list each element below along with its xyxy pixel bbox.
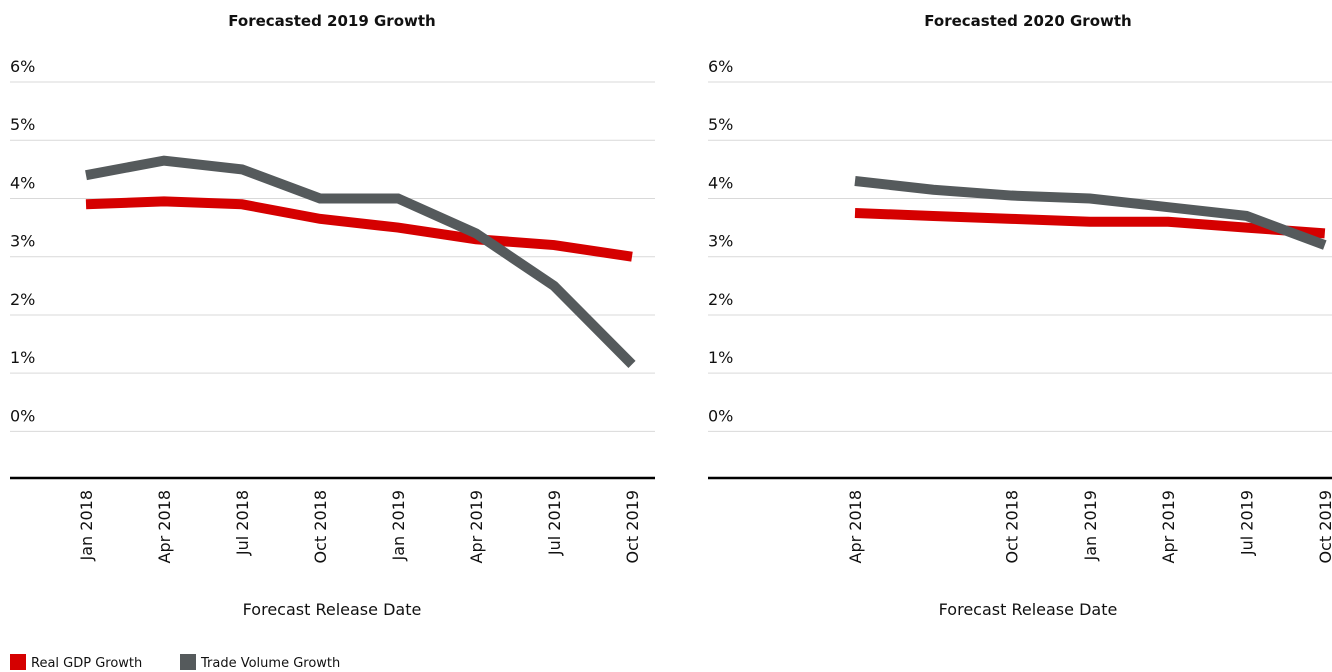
series-line [854, 176, 1327, 250]
y-tick-label: 1% [10, 348, 35, 367]
y-tick-label: 5% [10, 115, 35, 134]
x-tick-label: Jan 2019 [389, 490, 408, 561]
x-tick-label: Oct 2019 [1316, 490, 1332, 563]
x-tick-label: Jul 2018 [233, 490, 252, 556]
legend-swatch [10, 654, 26, 670]
chart-title: Forecasted 2020 Growth [924, 12, 1131, 30]
y-tick-label: 0% [708, 406, 733, 425]
x-tick-label: Jul 2019 [1238, 490, 1257, 556]
series-line [854, 208, 1326, 239]
legend-swatch [180, 654, 196, 670]
y-tick-label: 0% [10, 406, 35, 425]
x-tick-label: Oct 2018 [311, 490, 330, 563]
x-axis-label: Forecast Release Date [243, 600, 422, 619]
y-tick-label: 6% [10, 57, 35, 76]
x-tick-label: Jan 2019 [1081, 490, 1100, 561]
y-tick-label: 1% [708, 348, 733, 367]
y-tick-label: 3% [708, 232, 733, 251]
y-tick-label: 2% [10, 290, 35, 309]
y-tick-label: 4% [708, 173, 733, 192]
y-tick-label: 3% [10, 232, 35, 251]
y-tick-label: 6% [708, 57, 733, 76]
legend-label: Trade Volume Growth [200, 656, 340, 671]
x-axis-label: Forecast Release Date [939, 600, 1118, 619]
series-line [85, 196, 633, 262]
x-tick-label: Jul 2019 [545, 490, 564, 556]
legend-label: Real GDP Growth [31, 656, 142, 671]
chart-title: Forecasted 2019 Growth [228, 12, 435, 30]
y-tick-label: 5% [708, 115, 733, 134]
x-tick-label: Apr 2018 [155, 490, 174, 563]
x-tick-label: Apr 2018 [846, 490, 865, 563]
series-line [85, 155, 636, 368]
x-tick-label: Oct 2019 [623, 490, 642, 563]
x-tick-label: Oct 2018 [1003, 490, 1022, 563]
y-tick-label: 2% [708, 290, 733, 309]
x-tick-label: Apr 2019 [1159, 490, 1178, 563]
y-tick-label: 4% [10, 173, 35, 192]
x-tick-label: Jan 2018 [77, 490, 96, 561]
x-tick-label: Apr 2019 [467, 490, 486, 563]
